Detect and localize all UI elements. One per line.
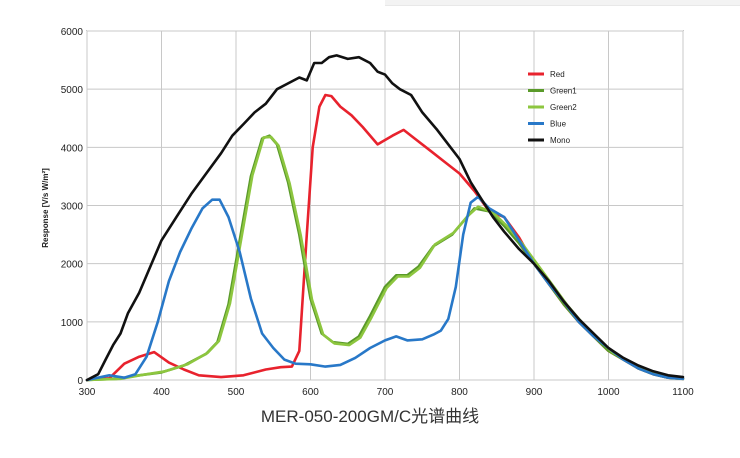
spectral-response-chart: 300 400 500 600 700 800 900 1000 1100 0 1000 2000 30… [41,27,694,398]
y-tick-label: 0 [77,376,83,387]
series-lines [85,54,685,382]
x-tick-label: 300 [79,387,96,398]
x-tick-label: 500 [228,387,245,398]
x-tick-label: 400 [153,387,170,398]
top-strip [385,0,740,6]
legend-label-green2: Green2 [550,103,577,112]
x-tick-label: 900 [526,387,543,398]
y-axis-label: Response [V/s W/m²] [41,168,50,248]
chart-caption: MER-050-200GM/C光谱曲线 [260,407,480,426]
y-tick-label: 5000 [61,85,84,96]
y-tick-label: 3000 [61,202,84,213]
series-line-mono [85,54,685,382]
y-tick-label: 4000 [61,143,84,154]
x-tick-label: 1100 [672,387,694,398]
legend-label-red: Red [550,70,565,79]
y-tick-label: 2000 [61,260,84,271]
legend-label-blue: Blue [550,120,567,129]
legend-label-mono: Mono [550,136,571,145]
axis-ticks: 300 400 500 600 700 800 900 1000 1100 0 1000 2000 30… [61,27,694,398]
legend: Red Green1 Green2 Blue Mono [528,70,577,145]
y-tick-label: 1000 [61,318,84,329]
x-tick-label: 800 [451,387,468,398]
x-tick-label: 1000 [597,387,620,398]
legend-label-green1: Green1 [550,87,577,96]
x-tick-label: 700 [377,387,394,398]
y-tick-label: 6000 [61,27,84,38]
x-tick-label: 600 [302,387,319,398]
